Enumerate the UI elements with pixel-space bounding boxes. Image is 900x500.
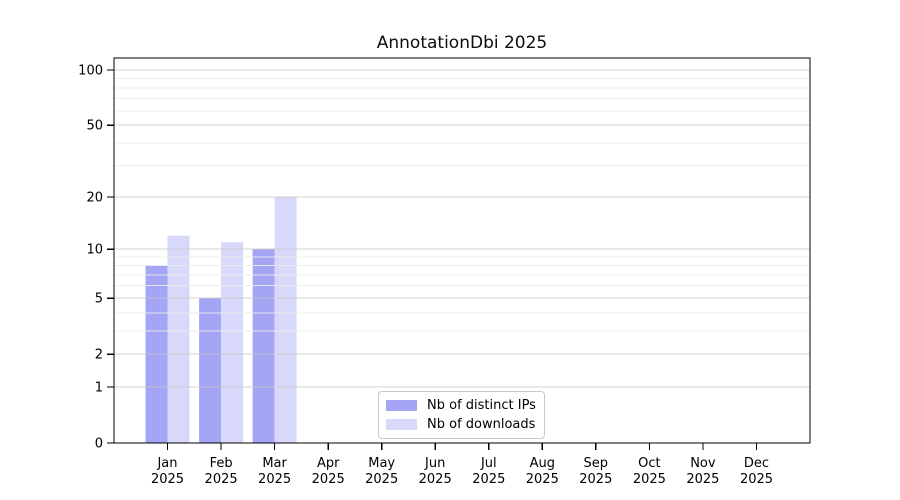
y-tick-label-20: 20 xyxy=(86,190,103,205)
y-tick-label-50: 50 xyxy=(86,119,103,134)
legend: Nb of distinct IPs Nb of downloads xyxy=(378,391,545,439)
x-tick-label-month-dec: Dec xyxy=(744,456,769,471)
x-tick-label-year-may: 2025 xyxy=(365,472,398,487)
x-tick-label-year-jan: 2025 xyxy=(151,472,184,487)
x-tick-label-month-sep: Sep xyxy=(584,456,609,471)
x-tick-label-year-nov: 2025 xyxy=(686,472,719,487)
x-tick-label-year-sep: 2025 xyxy=(579,472,612,487)
legend-label-downloads: Nb of downloads xyxy=(427,416,536,432)
legend-swatch-downloads xyxy=(386,419,417,430)
y-tick-label-5: 5 xyxy=(95,292,103,307)
bar-downloads-jan xyxy=(167,235,190,443)
legend-label-distinct-ips: Nb of distinct IPs xyxy=(427,397,536,413)
x-tick-label-year-aug: 2025 xyxy=(526,472,559,487)
legend-swatch-distinct-ips xyxy=(386,400,417,411)
x-tick-label-month-jun: Jun xyxy=(424,456,445,471)
x-tick-label-month-apr: Apr xyxy=(317,456,340,471)
bar-distinct-ips-feb xyxy=(199,298,222,443)
x-tick-label-month-may: May xyxy=(368,456,395,471)
x-tick-label-month-feb: Feb xyxy=(210,456,233,471)
x-tick-label-month-nov: Nov xyxy=(690,456,716,471)
x-tick-label-year-oct: 2025 xyxy=(633,472,666,487)
x-tick-label-year-jul: 2025 xyxy=(472,472,505,487)
chart-title: AnnotationDbi 2025 xyxy=(376,33,548,53)
y-tick-label-0: 0 xyxy=(95,437,103,452)
y-tick-label-2: 2 xyxy=(95,348,103,363)
x-tick-label-year-dec: 2025 xyxy=(740,472,773,487)
y-tick-label-100: 100 xyxy=(78,64,103,79)
x-tick-label-month-mar: Mar xyxy=(262,456,287,471)
x-tick-label-year-jun: 2025 xyxy=(419,472,452,487)
plot-border xyxy=(113,57,811,444)
bar-distinct-ips-mar xyxy=(252,249,275,443)
x-tick-label-month-aug: Aug xyxy=(530,456,555,471)
x-tick-label-month-oct: Oct xyxy=(638,456,660,471)
x-tick-label-year-apr: 2025 xyxy=(312,472,345,487)
bar-downloads-mar xyxy=(274,196,297,443)
x-tick-label-month-jul: Jul xyxy=(480,456,497,471)
x-tick-label-year-mar: 2025 xyxy=(258,472,291,487)
bar-downloads-feb xyxy=(221,242,244,443)
x-tick-label-year-feb: 2025 xyxy=(205,472,238,487)
y-tick-label-1: 1 xyxy=(95,381,103,396)
x-tick-label-month-jan: Jan xyxy=(156,456,177,471)
legend-item-distinct-ips: Nb of distinct IPs xyxy=(386,398,544,414)
y-tick-label-10: 10 xyxy=(86,243,103,258)
legend-item-downloads: Nb of downloads xyxy=(386,417,544,433)
